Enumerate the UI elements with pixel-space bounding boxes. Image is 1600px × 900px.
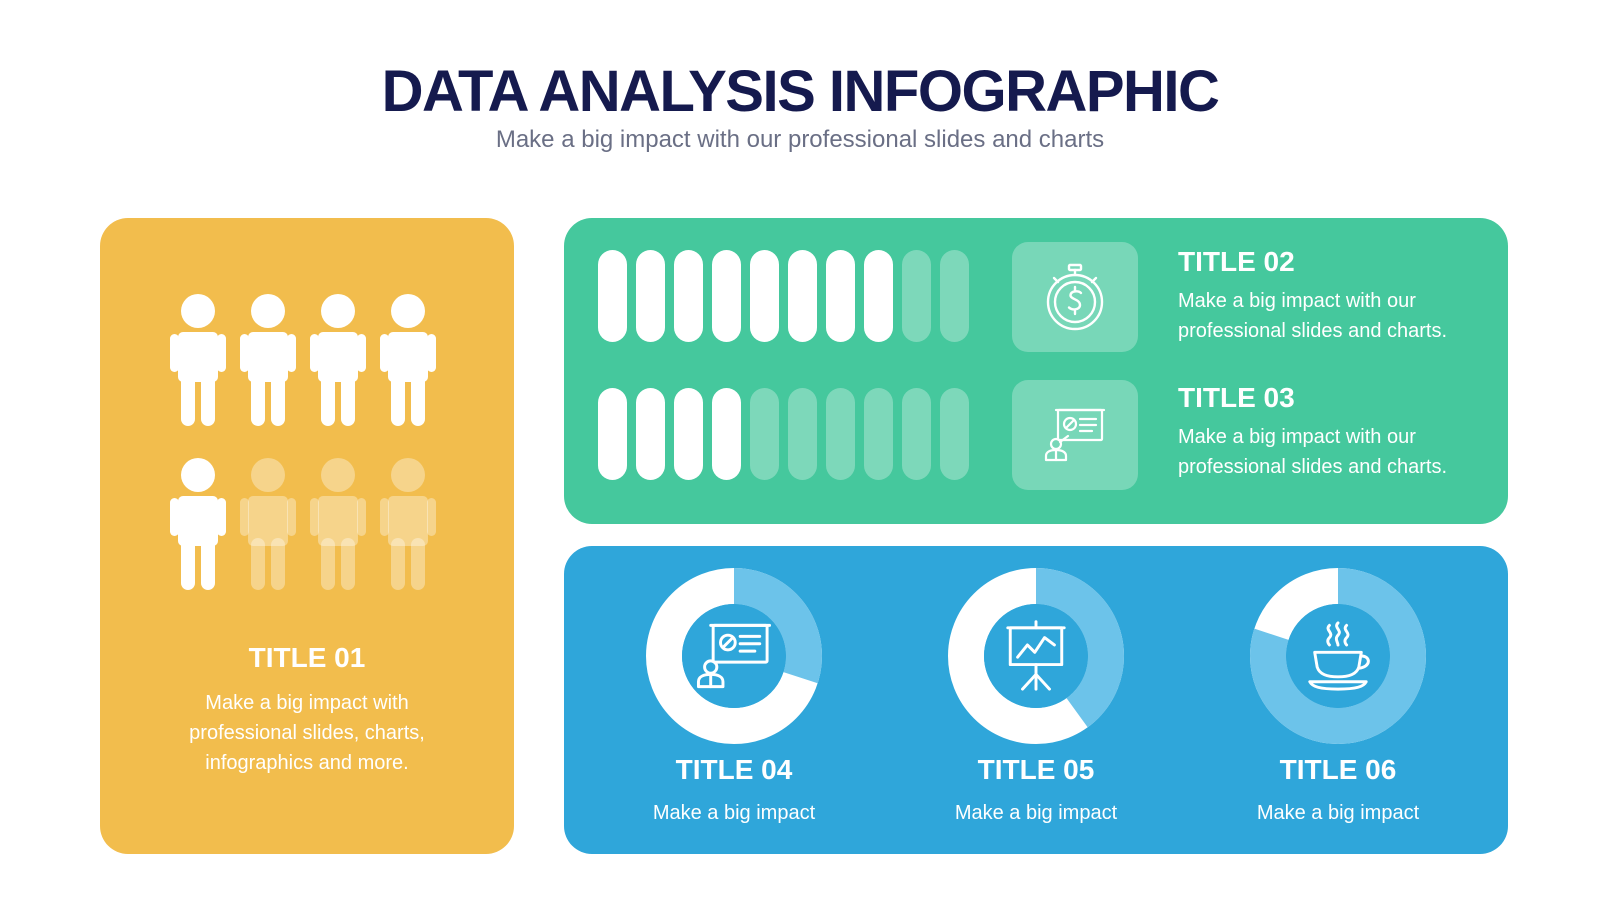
donut-charts-card: TITLE 04 Make a big impact TITLE 05 Make… (564, 546, 1508, 854)
progress-pill (674, 388, 703, 480)
progress-pill (788, 388, 817, 480)
progress-pill (636, 250, 665, 342)
progress-pill (598, 388, 627, 480)
progress-pill (940, 388, 969, 480)
presentation-icon (1044, 408, 1106, 462)
progress-pill (864, 250, 893, 342)
icon-box (1012, 242, 1138, 352)
progress-pill (902, 388, 931, 480)
progress-pill (712, 250, 741, 342)
donut-segment (1250, 568, 1426, 744)
progress-pill (750, 388, 779, 480)
progress-pill (826, 250, 855, 342)
donut-chart (1250, 568, 1426, 744)
progress-pill (864, 388, 893, 480)
donut-segment (948, 568, 1124, 744)
page-subtitle: Make a big impact with our professional … (495, 126, 1105, 153)
donut-description: Make a big impact (652, 802, 816, 824)
donut-title: TITLE 05 (977, 754, 1095, 785)
coffee-cup-icon (1308, 621, 1370, 691)
progress-pill (788, 250, 817, 342)
item-description: Make a big impact with our professional … (1178, 290, 1448, 342)
people-card-title: TITLE 01 (248, 642, 366, 673)
progress-pill (674, 250, 703, 342)
person-icon (170, 458, 226, 590)
donut-center (682, 604, 786, 708)
donut-item: TITLE 05 Make a big impact (886, 546, 1186, 854)
progress-pill (750, 250, 779, 342)
donut-item: TITLE 04 Make a big impact (584, 546, 884, 854)
icon-box (1012, 380, 1138, 490)
item-title: TITLE 03 (1178, 382, 1295, 413)
donut-chart (646, 568, 822, 744)
pill-bar-row (598, 388, 978, 480)
person-icon (240, 294, 296, 426)
donut-description: Make a big impact (1256, 802, 1420, 824)
donut-segment (646, 568, 822, 744)
stopwatch-dollar-icon (1046, 263, 1104, 331)
people-card-description: Make a big impact with professional slid… (189, 692, 425, 774)
progress-pill (636, 388, 665, 480)
donut-title: TITLE 04 (675, 754, 793, 785)
item-description: Make a big impact with our professional … (1178, 426, 1448, 478)
person-icon (170, 294, 226, 426)
pill-bar-row (598, 250, 978, 342)
progress-pills-card: TITLE 02 Make a big impact with our prof… (564, 218, 1508, 524)
progress-pill (712, 388, 741, 480)
page-title: DATA ANALYSIS INFOGRAPHIC (381, 59, 1220, 124)
person-icon (310, 458, 366, 590)
progress-pill (598, 250, 627, 342)
progress-pill (826, 388, 855, 480)
progress-pill (902, 250, 931, 342)
donut-title: TITLE 06 (1279, 754, 1397, 785)
presentation-icon (696, 623, 772, 689)
person-icon (380, 458, 436, 590)
progress-pill (940, 250, 969, 342)
chart-easel-icon (1006, 620, 1066, 691)
donut-item: TITLE 06 Make a big impact (1188, 546, 1488, 854)
person-icon (310, 294, 366, 426)
person-icon (240, 458, 296, 590)
person-icon (380, 294, 436, 426)
item-title: TITLE 02 (1178, 246, 1295, 277)
people-card: TITLE 01 Make a big impact with professi… (100, 218, 514, 854)
donut-description: Make a big impact (954, 802, 1118, 824)
